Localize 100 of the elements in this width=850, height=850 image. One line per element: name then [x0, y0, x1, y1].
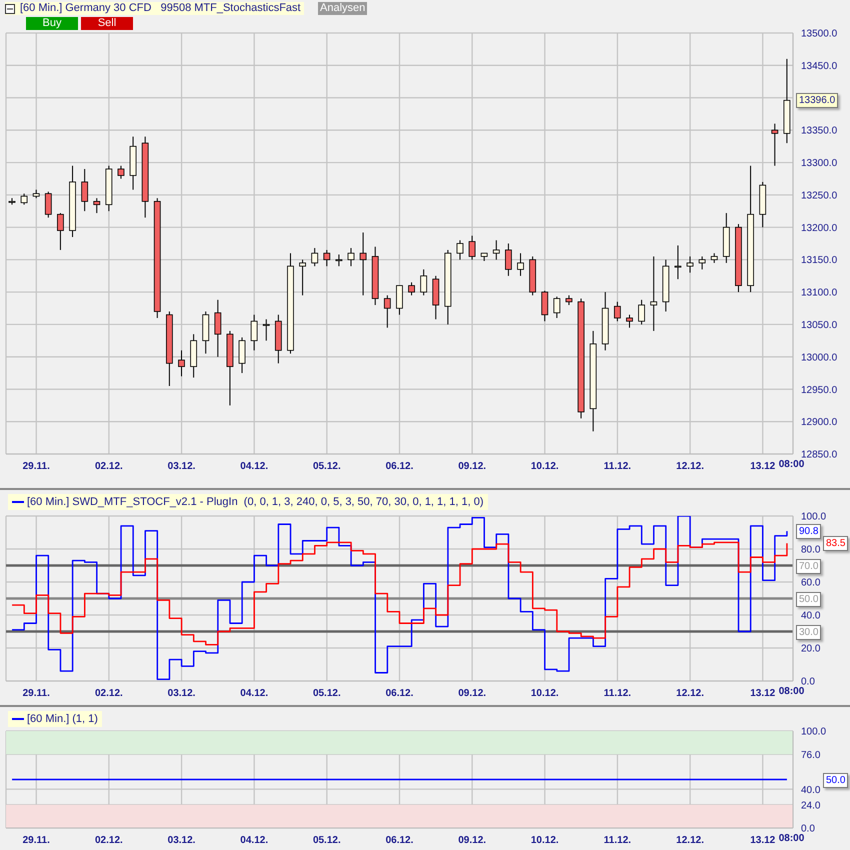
y-tick-label: 24.0	[801, 800, 821, 812]
x-tick-label: 06.12.	[386, 461, 414, 472]
x-tick-label: 09.12.	[458, 461, 486, 472]
candlestick	[118, 165, 124, 180]
y-tick-label: 40.0	[801, 610, 821, 622]
x-tick-label: 03.12.	[168, 835, 196, 846]
candlestick	[396, 285, 403, 316]
candlestick	[686, 256, 694, 274]
x-tick-label: 04.12.	[240, 688, 268, 700]
candlestick	[408, 282, 415, 296]
x-tick-label: 11.12.	[604, 688, 632, 700]
x-tick-label: 09.12.	[458, 688, 486, 700]
y-tick-label: 13200.0	[801, 222, 838, 234]
candlestick	[384, 294, 391, 328]
candlestick	[250, 314, 258, 351]
x-tick-label: 05.12.	[312, 835, 341, 846]
candlestick	[553, 296, 560, 318]
candlestick	[650, 256, 658, 332]
y-tick-label: 60.0	[801, 578, 821, 589]
candlestick	[348, 248, 354, 267]
y-tick-label: 13450.0	[801, 60, 838, 72]
candlestick	[238, 336, 246, 374]
chart-title: [60 Min.] Germany 30 CFD 99508 MTF_StochasticsFast	[5, 2, 304, 15]
candlestick	[93, 198, 100, 214]
y-tick-label: 13350.0	[801, 126, 838, 137]
candlestick	[626, 314, 633, 328]
candlestick	[614, 301, 621, 322]
candlestick	[420, 268, 428, 296]
candlestick	[456, 240, 464, 260]
candlestick	[710, 252, 718, 264]
x-tick-label: 02.12.	[95, 688, 124, 700]
text: 08:00	[778, 833, 804, 845]
candlestick	[638, 299, 645, 325]
text: Analysen	[318, 2, 368, 15]
y-tick-label: 13100.0	[801, 288, 838, 299]
x-tick-label: 10.12.	[530, 461, 559, 472]
y-tick-label: 13000.0	[801, 352, 838, 364]
x-tick-label: 13.12	[750, 461, 776, 472]
x-tick-label: 02.12.	[95, 461, 124, 472]
candlestick	[299, 259, 306, 296]
candlestick	[517, 252, 524, 276]
candlestick	[336, 254, 342, 267]
x-tick-label: 12.12.	[676, 461, 704, 472]
y-tick-label: 13150.0	[801, 255, 838, 266]
candlestick	[81, 168, 88, 212]
candlestick	[468, 235, 476, 260]
candlestick	[541, 290, 548, 322]
y-tick-label: 12850.0	[801, 450, 838, 461]
candlestick	[262, 318, 270, 342]
y-tick-label: 80.0	[801, 544, 821, 556]
y-tick-label: 0.0	[801, 824, 816, 835]
x-tick-label: 13.12	[750, 688, 776, 700]
candlestick	[505, 243, 512, 276]
y-tick-label: 20.0	[801, 644, 821, 655]
text: 83.5	[823, 536, 848, 552]
text: 08:00	[778, 686, 804, 698]
x-tick-label: 03.12.	[168, 688, 196, 700]
x-tick-label: 11.12.	[604, 835, 632, 846]
x-tick-label: 05.12.	[312, 461, 341, 472]
candlestick	[20, 193, 28, 206]
y-tick-label: 40.0	[801, 784, 821, 796]
x-tick-label: 04.12.	[240, 461, 268, 472]
x-tick-label: 06.12.	[386, 835, 414, 846]
y-tick-label: 0.0	[801, 676, 816, 688]
text: Sell	[81, 17, 133, 30]
y-tick-label: 12950.0	[801, 384, 838, 396]
candlestick	[674, 244, 682, 280]
x-tick-label: 10.12.	[530, 835, 559, 846]
candlestick	[771, 123, 778, 166]
y-tick-label: 13050.0	[801, 320, 838, 332]
text: 50.0	[823, 772, 848, 788]
y-tick-label: 13300.0	[801, 158, 838, 170]
y-tick-label: 13250.0	[801, 190, 838, 202]
x-tick-label: 03.12.	[168, 461, 196, 472]
x-tick-label: 13.12	[750, 835, 776, 846]
legend-label: [60 Min.] (1, 1)	[26, 712, 98, 727]
candlestick	[178, 350, 185, 377]
annotation: 13396.0	[796, 93, 838, 108]
candlestick	[698, 256, 706, 270]
candlestick	[360, 232, 367, 296]
x-tick-label: 29.11.	[22, 461, 50, 472]
x-tick-label: 10.12.	[530, 688, 559, 700]
candlestick	[57, 212, 64, 250]
x-tick-label: 29.11.	[22, 688, 50, 700]
x-tick-label: 11.12.	[604, 461, 632, 472]
y-tick-label: 100.0	[801, 512, 826, 523]
x-tick-label: 12.12.	[676, 688, 704, 700]
text: Buy	[26, 17, 78, 30]
x-tick-label: 06.12.	[386, 688, 414, 700]
x-tick-label: 29.11.	[22, 835, 50, 846]
y-tick-label: 13500.0	[801, 28, 838, 40]
ref-line-label: 30.0	[796, 624, 822, 640]
legend-label: [60 Min.] SWD_MTF_STOCF_v2.1 - PlugIn (0, 0, 1, 3, 240, 0, 5, 3, 50, 70, 30, 0, 1, 1, 1, 1, 0)	[26, 495, 484, 510]
y-tick-label: 100.0	[801, 726, 826, 738]
text: 90.8	[796, 524, 822, 540]
text: 08:00	[778, 459, 804, 471]
ref-line-label: 70.0	[796, 558, 822, 574]
candlestick	[323, 249, 330, 267]
candlestick	[214, 299, 222, 358]
y-tick-label: 12900.0	[801, 417, 838, 428]
